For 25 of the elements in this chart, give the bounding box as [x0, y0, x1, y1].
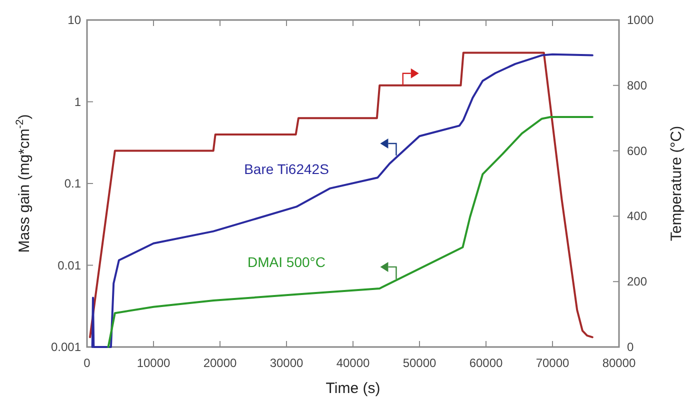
y2-tick-label: 800 — [627, 78, 648, 92]
x-tick-label: 60000 — [469, 356, 504, 370]
y2-axis-title: Temperature (°C) — [668, 126, 685, 242]
series-label: Bare Ti6242S — [244, 161, 329, 178]
x-tick-label: 10000 — [136, 356, 171, 370]
y-tick-label: 1 — [74, 94, 82, 109]
x-tick-label: 40000 — [336, 356, 370, 370]
x-tick-label: 50000 — [402, 356, 437, 370]
y2-tick-label: 400 — [627, 209, 648, 224]
x-axis-title: Time (s) — [326, 380, 380, 397]
x-tick-label: 80000 — [602, 356, 636, 370]
y-tick-label: 0.1 — [64, 176, 82, 190]
x-tick-label: 30000 — [270, 356, 304, 370]
y2-tick-label: 0 — [627, 340, 634, 354]
y2-tick-label: 1000 — [627, 13, 654, 27]
y-tick-label: 10 — [68, 13, 82, 27]
series-label: DMAI 500°C — [248, 254, 326, 270]
y-tick-label: 0.01 — [58, 258, 82, 272]
y2-tick-label: 600 — [627, 144, 648, 158]
x-tick-label: 20000 — [203, 356, 238, 370]
x-tick-label: 0 — [84, 356, 91, 370]
line-series — [107, 116, 594, 348]
y2-tick-label: 200 — [627, 274, 648, 289]
y-tick-label: 0.001 — [50, 340, 82, 354]
x-tick-label: 70000 — [536, 356, 570, 370]
